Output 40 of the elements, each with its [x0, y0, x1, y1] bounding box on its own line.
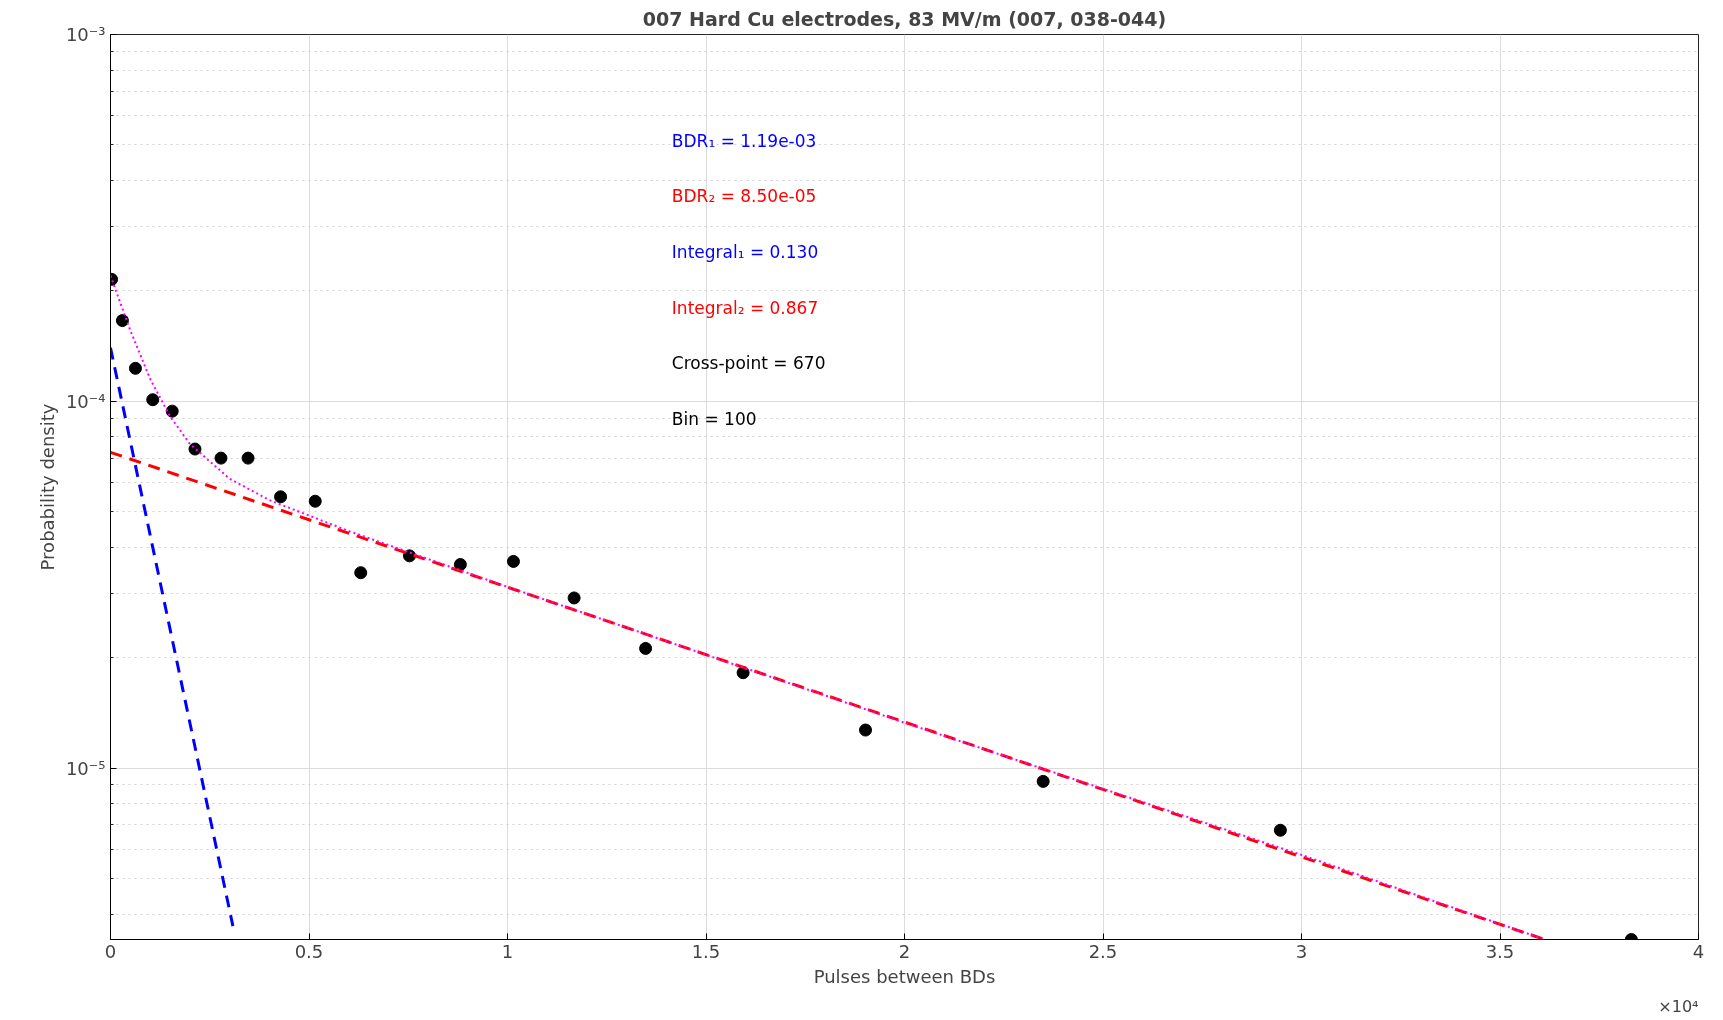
point: [241, 451, 255, 465]
point: [354, 566, 368, 580]
point: [188, 442, 202, 456]
x-axis-title: Pulses between BDs: [813, 965, 996, 987]
x-tick-label: 3: [1295, 940, 1308, 962]
point: [308, 494, 322, 508]
point: [567, 591, 581, 605]
line-series: [110, 274, 1546, 940]
x-tick-label: 0: [104, 940, 117, 962]
x-tick-label: 2.5: [1088, 940, 1118, 962]
annotation: BDR₂ = 8.50e-05: [671, 186, 817, 207]
point: [115, 314, 129, 328]
x-tick-label: 3.5: [1485, 940, 1515, 962]
y-tick-label: 10⁻⁵: [65, 757, 106, 779]
y-tick-label: 10⁻³: [65, 24, 106, 45]
x-tick-label: 2: [898, 940, 911, 962]
point: [639, 641, 653, 655]
point: [506, 554, 520, 568]
annotation: Cross-point = 670: [671, 353, 826, 374]
y-axis-title: Probability density: [36, 403, 58, 571]
annotation: Bin = 100: [671, 408, 757, 429]
x-tick-label: 1: [501, 940, 514, 962]
point: [859, 723, 873, 737]
point: [128, 361, 142, 375]
x-tick-label: 4: [1692, 940, 1705, 962]
chart-title: 007 Hard Cu electrodes, 83 MV/m (007, 038-044): [642, 7, 1167, 30]
point: [1273, 823, 1287, 837]
annotation: Integral₁ = 0.130: [671, 242, 819, 263]
point: [165, 404, 179, 418]
text: ×10⁴: [1658, 996, 1699, 1016]
point: [274, 490, 288, 504]
annotation: BDR₁ = 1.19e-03: [671, 130, 817, 151]
y-tick-label: 10⁻⁴: [65, 390, 106, 412]
x-tick-label: 1.5: [691, 940, 721, 962]
point: [214, 451, 228, 465]
x-tick-label: 0.5: [294, 940, 324, 962]
point: [1036, 774, 1050, 788]
point: [453, 558, 467, 571]
point: [146, 393, 160, 407]
annotation: Integral₂ = 0.867: [671, 297, 819, 318]
